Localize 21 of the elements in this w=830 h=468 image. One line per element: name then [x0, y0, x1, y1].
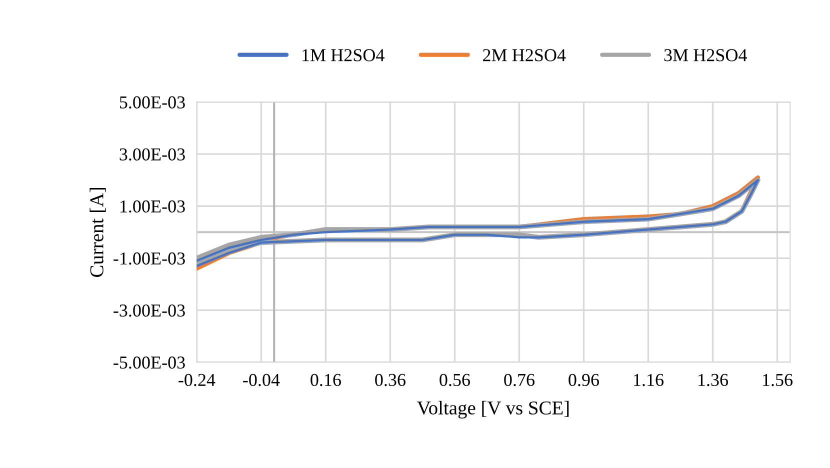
x-tick-label: 1.36 — [698, 374, 728, 386]
y-tick-label: -3.00E-03 — [114, 304, 185, 317]
x-axis-title: Voltage [V vs SCE] — [417, 400, 569, 419]
x-tick-label: -0.04 — [243, 374, 280, 386]
x-tick-label: -0.24 — [178, 374, 216, 386]
y-axis-title: Current [A] — [90, 188, 106, 277]
y-tick-label: 5.00E-03 — [120, 96, 185, 109]
x-tick-label: 0.56 — [440, 374, 470, 386]
legend-label: 1M H2SO4 — [302, 49, 384, 62]
x-tick-label: 1.16 — [634, 374, 664, 386]
x-tick-label: 0.96 — [568, 374, 599, 386]
legend-label: 2M H2SO4 — [483, 49, 566, 62]
x-tick-label: 0.36 — [375, 374, 406, 386]
x-tick-label: 0.16 — [310, 374, 341, 386]
y-tick-label: 3.00E-03 — [120, 148, 185, 161]
y-tick-label: -1.00E-03 — [114, 252, 185, 265]
x-tick-label: 0.76 — [504, 374, 534, 386]
y-tick-label: -5.00E-03 — [114, 356, 185, 369]
y-tick-label: 1.00E-03 — [120, 200, 185, 213]
legend-label: 3M H2SO4 — [664, 49, 748, 62]
x-tick-label: 1.56 — [763, 374, 793, 386]
